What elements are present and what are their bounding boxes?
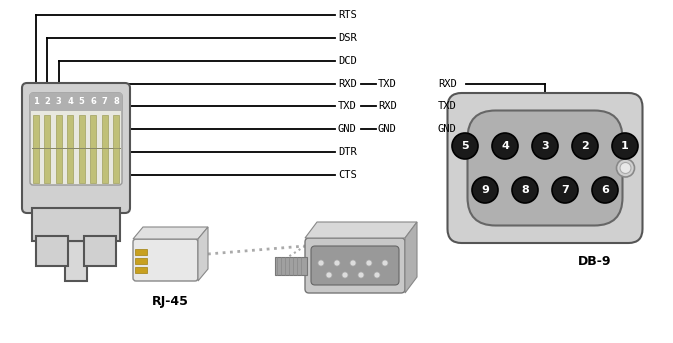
Text: TXD: TXD (338, 102, 357, 111)
Text: 7: 7 (102, 97, 108, 106)
Circle shape (472, 177, 498, 203)
Text: 4: 4 (67, 97, 73, 106)
Polygon shape (133, 227, 208, 239)
Text: DTR: DTR (338, 147, 357, 157)
Bar (79, 115, 85, 183)
Text: GND: GND (378, 124, 397, 134)
Text: DB-9: DB-9 (578, 255, 612, 268)
Text: 9: 9 (481, 185, 489, 195)
Bar (30, 93, 122, 111)
Text: CTS: CTS (338, 170, 357, 180)
Circle shape (452, 133, 478, 159)
Circle shape (326, 272, 332, 278)
Text: 8: 8 (113, 97, 119, 106)
FancyBboxPatch shape (30, 93, 122, 185)
Bar (65, 241, 87, 281)
FancyBboxPatch shape (305, 238, 405, 293)
Bar (32, 208, 120, 241)
Polygon shape (405, 222, 417, 293)
Bar (56, 115, 62, 183)
Bar (102, 115, 108, 183)
Text: DCD: DCD (338, 56, 357, 66)
FancyBboxPatch shape (133, 239, 198, 281)
FancyBboxPatch shape (22, 83, 130, 213)
Text: RTS: RTS (338, 10, 357, 20)
Circle shape (512, 177, 538, 203)
Text: 4: 4 (501, 141, 509, 151)
Text: 3: 3 (541, 141, 548, 151)
Bar (84, 236, 116, 266)
Circle shape (342, 272, 348, 278)
Circle shape (358, 272, 364, 278)
Circle shape (366, 260, 372, 266)
Text: 2: 2 (581, 141, 589, 151)
Text: 6: 6 (90, 97, 96, 106)
Bar (135, 267, 147, 273)
Circle shape (552, 177, 578, 203)
Bar (135, 249, 147, 255)
Circle shape (612, 133, 638, 159)
FancyBboxPatch shape (311, 246, 399, 285)
Text: TXD: TXD (378, 79, 397, 88)
Text: RJ-45: RJ-45 (152, 295, 189, 308)
Text: RXD: RXD (438, 79, 457, 88)
Circle shape (334, 260, 340, 266)
Text: 1: 1 (621, 141, 629, 151)
FancyBboxPatch shape (448, 93, 643, 243)
Text: DSR: DSR (338, 33, 357, 43)
Text: 3: 3 (56, 97, 62, 106)
Bar (36, 236, 68, 266)
Bar (90, 115, 96, 183)
Bar (44, 115, 50, 183)
Text: 1: 1 (33, 97, 38, 106)
Text: GND: GND (438, 124, 457, 134)
Bar (113, 115, 119, 183)
Text: 5: 5 (461, 141, 469, 151)
Circle shape (532, 133, 558, 159)
Text: RXD: RXD (338, 79, 357, 88)
Text: TXD: TXD (438, 102, 457, 111)
Circle shape (620, 163, 631, 174)
Circle shape (318, 260, 324, 266)
Circle shape (374, 272, 380, 278)
FancyBboxPatch shape (468, 110, 623, 225)
Circle shape (492, 133, 518, 159)
Text: 5: 5 (79, 97, 85, 106)
Bar (135, 258, 147, 264)
Polygon shape (305, 222, 417, 238)
Text: 8: 8 (521, 185, 529, 195)
Circle shape (592, 177, 618, 203)
Bar (275, 257, 307, 274)
Text: GND: GND (338, 124, 357, 134)
Circle shape (616, 159, 635, 177)
Polygon shape (198, 227, 208, 281)
Circle shape (350, 260, 356, 266)
Text: 7: 7 (561, 185, 569, 195)
Circle shape (572, 133, 598, 159)
Text: 6: 6 (601, 185, 609, 195)
Circle shape (382, 260, 388, 266)
Bar (67, 115, 73, 183)
Text: 2: 2 (44, 97, 50, 106)
Bar (32, 115, 39, 183)
Text: RXD: RXD (378, 102, 397, 111)
